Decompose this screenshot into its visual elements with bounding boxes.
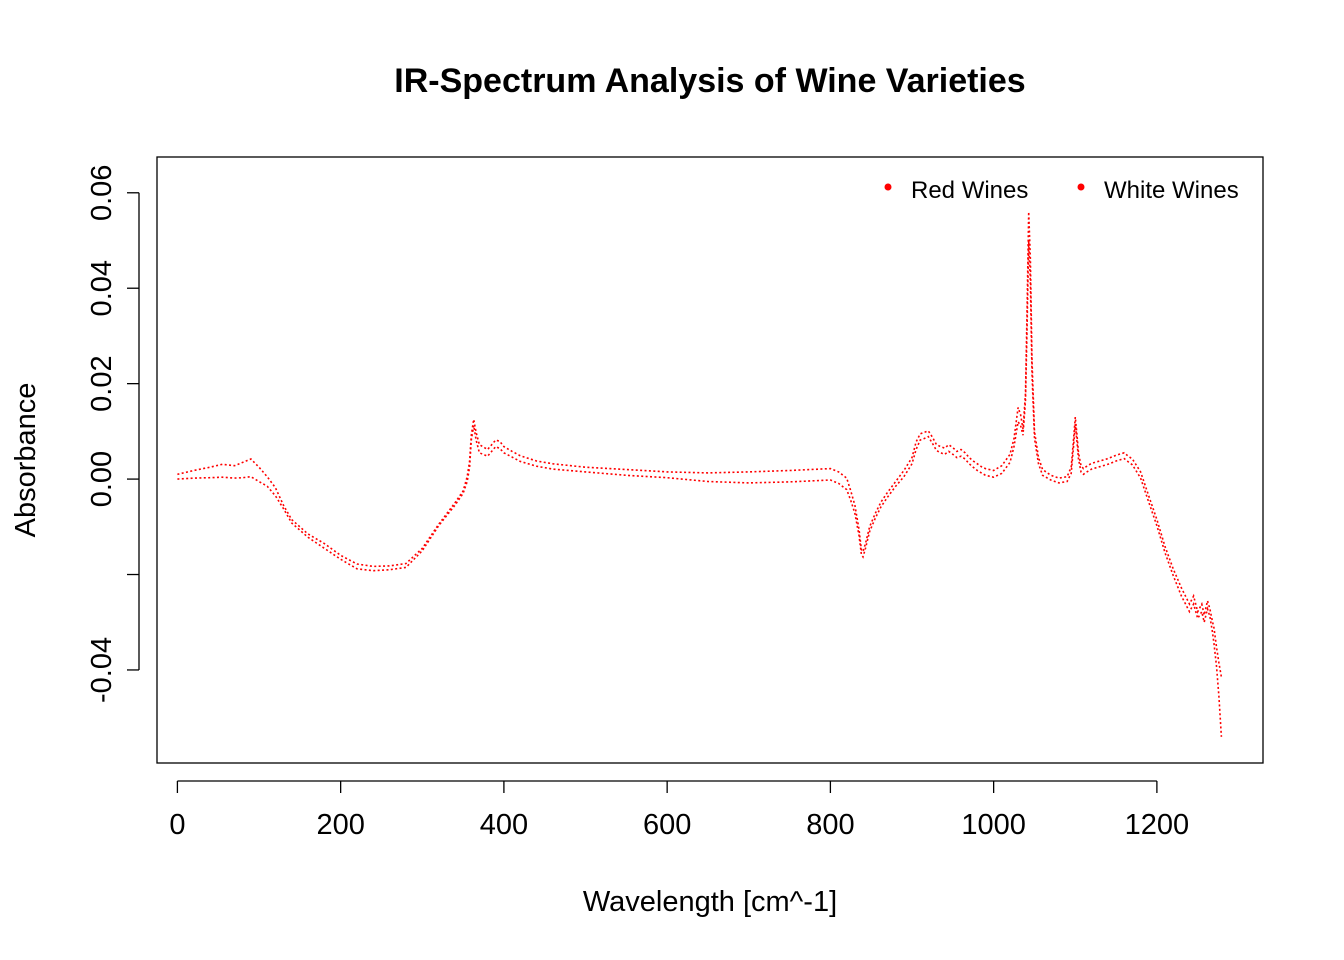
series-line-2 [177,240,1223,737]
legend: Red Wines White Wines [884,177,1239,204]
series-layer [177,211,1223,737]
x-tick-label: 1000 [961,809,1026,841]
chart-title: IR-Spectrum Analysis of Wine Varieties [394,62,1025,100]
y-axis: -0.04 0.00 0.02 0.04 0.06 [86,165,140,703]
y-tick-label: 0.06 [86,165,118,221]
y-tick-label: 0.02 [86,355,118,411]
y-tick-label: -0.04 [86,637,118,703]
y-tick-label: 0.04 [86,260,118,316]
x-tick-label: 200 [316,809,364,841]
x-tick-label: 0 [169,809,185,841]
x-axis: 0 200 400 600 800 1000 1200 [169,780,1190,841]
y-axis-label: Absorbance [10,383,42,538]
legend-marker-red-wines [884,183,892,191]
x-tick-label: 1200 [1125,809,1190,841]
x-tick-label: 600 [643,809,691,841]
x-axis-label: Wavelength [cm^-1] [583,886,837,918]
series-line-1 [177,211,1223,678]
legend-label-red-wines: Red Wines [911,177,1028,204]
y-tick-label: 0.00 [86,451,118,507]
x-tick-label: 800 [806,809,854,841]
legend-marker-white-wines [1077,183,1085,191]
plot-box [156,156,1264,764]
x-tick-label: 400 [480,809,528,841]
legend-label-white-wines: White Wines [1104,177,1239,204]
